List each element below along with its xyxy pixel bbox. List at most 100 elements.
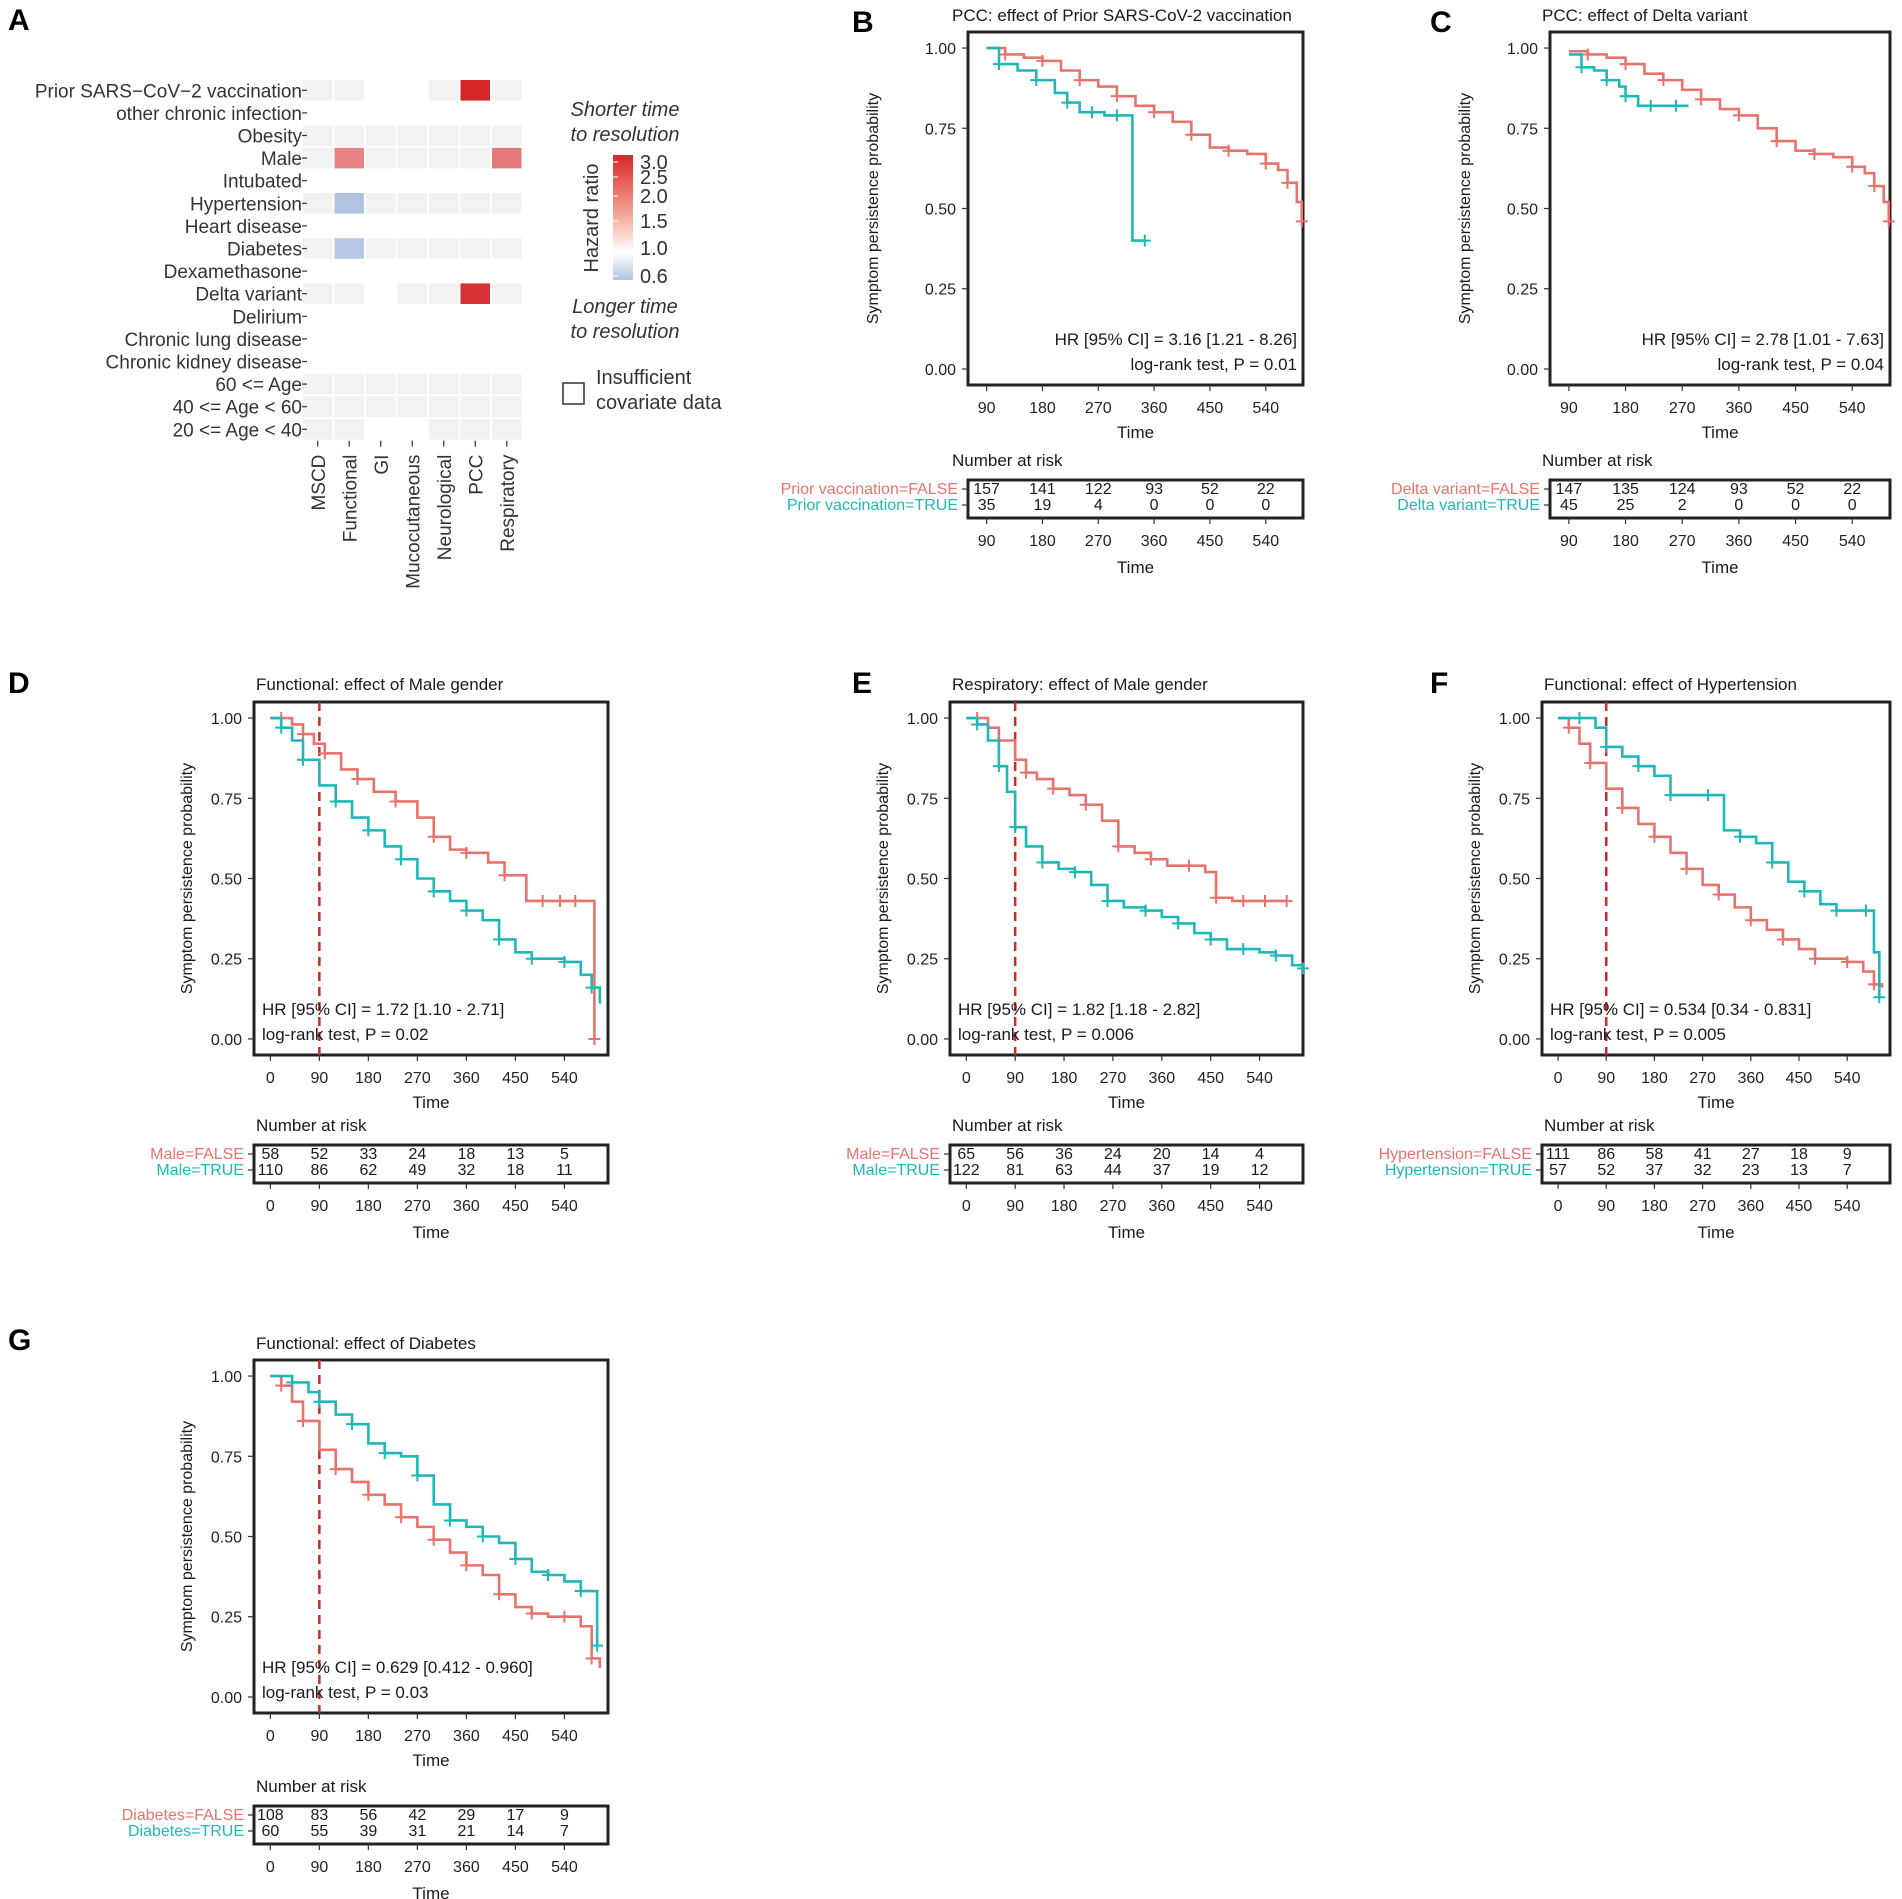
censor-mark [525,1607,538,1620]
censor-mark [362,824,375,837]
heatmap-cell [303,373,333,395]
panel-letter: F [1430,667,1448,700]
km-panel-f: F Functional: effect of Hypertension 0.00 0… [1379,667,1892,1242]
y-tick-label: 0.00 [907,1032,938,1049]
heatmap-cell [303,328,333,350]
km-curve-true [966,716,1305,969]
censor-mark [318,747,331,760]
risk-x-axis-label: Time [412,1223,449,1242]
censor-mark [1868,180,1881,193]
risk-count: 19 [1202,1162,1220,1179]
x-tick-label: 450 [1197,400,1224,417]
heatmap-cell [303,125,333,146]
y-axis-label: Symptom persistence probability [1467,763,1484,994]
risk-x-tick-label: 450 [502,1198,529,1215]
censor-mark [1808,147,1821,160]
chart-title: Respiratory: effect of Male gender [952,675,1208,694]
censor-mark [1204,933,1217,946]
x-tick-label: 90 [310,1728,328,1745]
risk-count: 81 [1006,1162,1024,1179]
censor-mark [1101,894,1114,907]
censor-mark [1139,904,1152,917]
hr-text: HR [95% CI] = 0.629 [0.412 - 0.960] [262,1658,533,1677]
y-tick-label: 1.00 [907,711,938,728]
heatmap-cell [366,102,396,124]
legend-longer-line2: to resolution [571,321,680,343]
y-tick-label: 0.75 [211,1449,242,1466]
heatmap-cell [303,260,333,282]
heatmap-cell [429,102,459,124]
censor-mark [1061,96,1074,109]
censor-mark [1295,215,1308,228]
x-tick-label: 450 [1782,400,1809,417]
risk-count: 29 [458,1807,476,1824]
censor-mark [1830,904,1843,917]
heatmap-cell [366,170,396,191]
risk-x-tick-label: 360 [453,1198,480,1215]
y-axis-label: Symptom persistence probability [1457,93,1474,324]
risk-row-label: Delta variant=TRUE [1397,497,1540,514]
heatmap-cell [492,238,522,259]
risk-count: 65 [957,1146,975,1163]
risk-table-title: Number at risk [952,1116,1063,1135]
heatmap-cell [429,147,459,169]
risk-table-frame [1548,478,1892,520]
legend-axis-title: Hazard ratio [581,164,603,273]
heatmap-cell [303,102,333,124]
hr-text: HR [95% CI] = 1.72 [1.10 - 2.71] [262,1000,504,1019]
y-tick-label: 0.75 [907,791,938,808]
chart-title: Functional: effect of Male gender [256,675,504,694]
censor-mark [329,1463,342,1476]
risk-table-frame [1540,1143,1892,1185]
censor-mark [585,981,598,994]
risk-count: 4 [1094,497,1103,514]
heatmap-cell [397,193,427,214]
risk-count: 93 [1145,481,1163,498]
censor-mark [460,846,473,859]
risk-table-title: Number at risk [256,1777,367,1796]
risk-count: 14 [507,1823,525,1840]
censor-mark [395,1511,408,1524]
censor-mark [1669,99,1682,112]
logrank-text: log-rank test, P = 0.02 [262,1025,428,1044]
km-panel-d: D Functional: effect of Male gender 0.00 0.… [8,667,610,1242]
censor-mark [1841,955,1854,968]
heatmap-cell [334,147,364,169]
censor-mark [1148,106,1161,119]
y-tick-label: 0.00 [1507,362,1538,379]
heatmap-cell [334,238,364,259]
chart-title: PCC: effect of Delta variant [1542,6,1748,25]
censor-mark [509,1552,522,1565]
y-tick-label: 1.00 [211,1369,242,1386]
risk-row-label: Prior vaccination=TRUE [787,497,958,514]
x-tick-label: 90 [1597,1070,1615,1087]
risk-row-label: Diabetes=TRUE [128,1823,244,1840]
risk-x-tick-label: 90 [1560,533,1578,550]
censor-mark [1867,978,1880,991]
km-curve-false [1568,49,1891,222]
risk-count: 24 [408,1146,426,1163]
risk-count: 22 [1843,481,1861,498]
heatmap-cell [397,396,427,417]
x-tick-label: 90 [310,1070,328,1087]
censor-mark [1030,74,1043,87]
risk-x-axis-label: Time [1697,1223,1734,1242]
risk-x-tick-label: 450 [502,1859,529,1876]
risk-row-label: Hypertension=FALSE [1379,1146,1532,1163]
heatmap-cell [460,80,490,101]
heatmap-cell [366,125,396,146]
heatmap-cell [460,170,490,191]
risk-count: 0 [1734,497,1743,514]
risk-row-label: Delta variant=FALSE [1391,481,1540,498]
censor-mark [1809,952,1822,965]
risk-count: 17 [507,1807,525,1824]
heatmap-column-label: PCC [466,455,487,495]
heatmap-cell [334,351,364,372]
risk-row-label: Prior vaccination=FALSE [781,481,958,498]
censor-mark [493,933,506,946]
censor-mark [1036,54,1049,67]
heatmap-cell [366,283,396,304]
heatmap-row-label: Prior SARS−CoV−2 vaccination [35,81,302,102]
heatmap-cell [460,396,490,417]
risk-table-title: Number at risk [952,451,1063,470]
